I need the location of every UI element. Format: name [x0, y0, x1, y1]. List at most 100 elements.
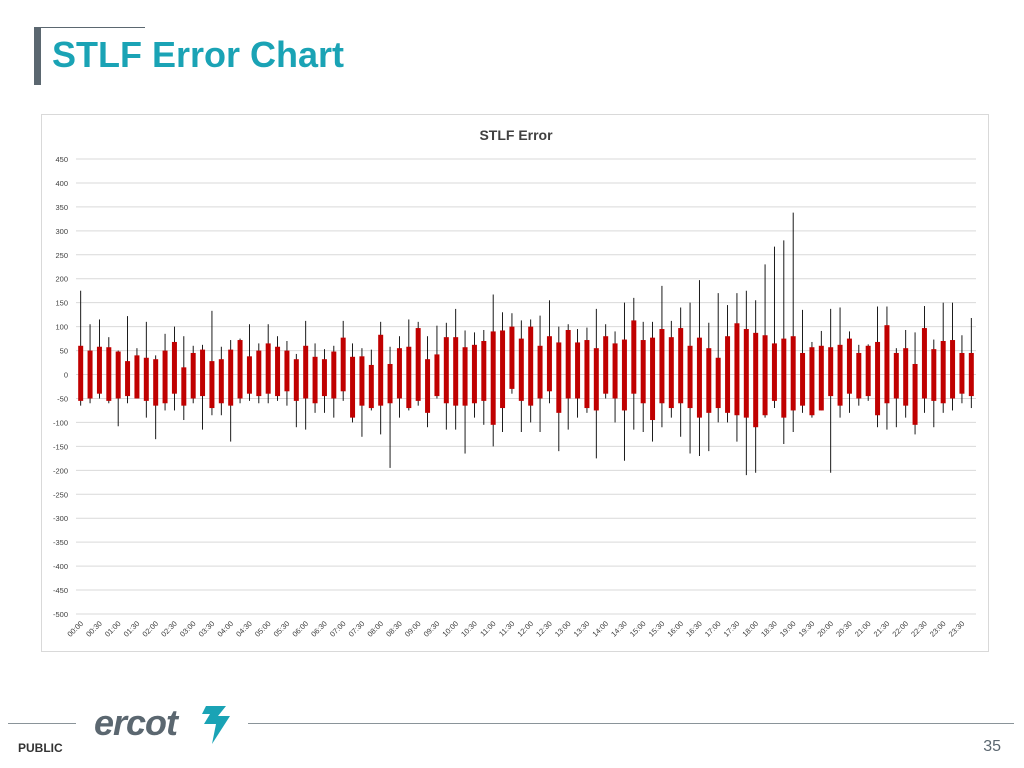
error-bar [537, 345, 543, 399]
x-tick-label: 06:30 [309, 619, 329, 639]
y-tick-label: 50 [60, 347, 68, 356]
error-bar [781, 338, 787, 418]
error-bar [181, 367, 187, 406]
x-axis-ticks: 00:00 00:30 01:00 01:30 02:00 02:30 03:00 03:30… [65, 619, 966, 639]
error-bar [518, 338, 524, 401]
error-bar [387, 363, 393, 404]
x-tick-label: 16:00 [665, 619, 685, 639]
error-bar [359, 356, 365, 406]
error-bar [415, 328, 421, 401]
error-bar [659, 329, 665, 404]
x-tick-label: 01:30 [122, 619, 142, 639]
x-tick-label: 21:30 [872, 619, 892, 639]
y-axis-ticks: 450 400 350 300 250 200 150 100 50 0 -50 -100 -150 -2… [53, 155, 68, 619]
y-tick-label: -50 [57, 394, 68, 403]
x-tick-label: 03:30 [197, 619, 217, 639]
x-tick-label: 14:30 [609, 619, 629, 639]
error-bar [350, 356, 356, 418]
error-bar [828, 347, 834, 397]
error-bar [406, 346, 412, 409]
error-bar [771, 343, 777, 401]
error-bar [162, 350, 168, 404]
y-tick-label: -500 [53, 610, 68, 619]
x-tick-label: 11:30 [497, 619, 516, 638]
x-tick-label: 17:30 [722, 619, 742, 639]
x-tick-label: 02:30 [159, 619, 179, 639]
x-tick-label: 14:00 [590, 619, 610, 639]
y-tick-label: -400 [53, 562, 68, 571]
x-tick-label: 15:30 [647, 619, 667, 639]
x-tick-label: 22:00 [890, 619, 910, 639]
error-bar [565, 329, 571, 399]
error-bar [912, 363, 918, 425]
error-bar [256, 350, 262, 397]
error-bar [678, 328, 684, 404]
error-bar [368, 364, 374, 409]
error-bar [706, 348, 712, 413]
x-tick-label: 18:30 [759, 619, 779, 639]
error-bar [246, 356, 252, 394]
x-tick-label: 10:00 [440, 619, 460, 639]
error-bar [340, 337, 346, 392]
error-bar [734, 323, 740, 416]
error-bar [87, 350, 93, 399]
error-bar [687, 345, 693, 409]
page-number: 35 [983, 738, 1001, 755]
error-bar [509, 326, 515, 389]
ercot-bolt-icon [202, 706, 230, 744]
error-bar [650, 337, 656, 421]
error-bar [331, 351, 337, 399]
error-bar [190, 352, 196, 399]
footer-classification-label: PUBLIC [18, 741, 63, 755]
x-tick-label: 18:00 [740, 619, 760, 639]
error-bar [893, 352, 899, 399]
error-bar [237, 340, 243, 399]
x-tick-label: 05:00 [253, 619, 273, 639]
x-tick-label: 07:30 [347, 619, 367, 639]
title-accent-bar [34, 27, 41, 85]
title-accent-rule [41, 27, 145, 28]
error-bar [575, 342, 581, 399]
y-tick-label: -150 [53, 442, 68, 451]
error-bar [528, 326, 534, 406]
error-bar [762, 335, 768, 416]
x-tick-label: 05:30 [272, 619, 292, 639]
error-bar [200, 349, 206, 397]
error-bar [865, 345, 871, 397]
error-bar [396, 348, 402, 399]
error-bar [800, 352, 806, 406]
y-tick-label: 200 [55, 275, 68, 284]
x-tick-label: 12:30 [534, 619, 554, 639]
error-bar [434, 354, 440, 397]
x-tick-label: 22:30 [909, 619, 929, 639]
x-tick-label: 08:30 [384, 619, 404, 639]
error-bar [921, 328, 927, 399]
error-bar [809, 347, 815, 416]
chart-frame: STLF Error 450 400 350 300 250 200 150 100 50 0 -5… [41, 114, 989, 652]
x-tick-label: 13:30 [572, 619, 592, 639]
error-bar [265, 343, 271, 394]
error-bar [218, 359, 224, 404]
error-bar [321, 359, 327, 397]
error-bar [696, 337, 702, 418]
error-bar [134, 355, 140, 399]
y-tick-label: 400 [55, 179, 68, 188]
error-bar [171, 341, 177, 394]
x-tick-label: 07:00 [328, 619, 348, 639]
y-tick-label: -250 [53, 490, 68, 499]
error-bar [837, 344, 843, 406]
error-bar [228, 349, 234, 406]
x-tick-label: 00:00 [65, 619, 85, 639]
error-bar [115, 351, 121, 399]
error-bar [612, 343, 618, 399]
error-bar [790, 336, 796, 411]
error-bar [125, 361, 131, 397]
error-bar [546, 336, 552, 392]
x-tick-label: 20:00 [815, 619, 835, 639]
error-bar [856, 352, 862, 399]
error-bar [903, 348, 909, 406]
error-bar [584, 340, 590, 409]
error-bar [743, 329, 749, 418]
error-bar [818, 345, 824, 411]
error-bar [593, 348, 599, 411]
